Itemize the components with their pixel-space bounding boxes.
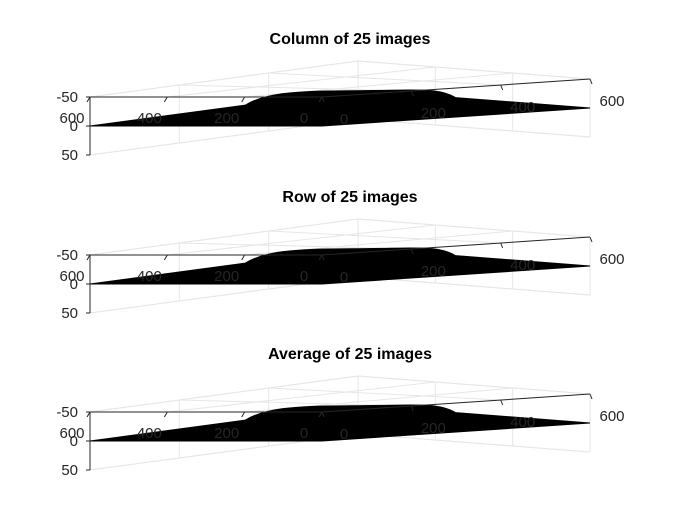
y-tick-label: 400: [137, 268, 162, 285]
x-axis-line: [321, 393, 591, 413]
y-tick-label: 0: [300, 268, 308, 285]
x-axis-line: [321, 78, 591, 98]
x-tick-label: 600: [599, 251, 624, 268]
x-tick-label: 200: [421, 263, 446, 280]
z-tick-label: 0: [70, 118, 78, 135]
x-tick-label: 400: [510, 257, 535, 274]
y-tick-label: 200: [214, 268, 239, 285]
chart-title: Average of 25 images: [268, 346, 432, 363]
z-tick-label: -50: [56, 89, 78, 106]
x-tick-label: 600: [599, 93, 624, 110]
z-tick-label: 0: [70, 433, 78, 450]
surface-mesh: [89, 404, 591, 442]
surface-mesh: [89, 89, 591, 127]
x-tick-label: 0: [340, 426, 348, 443]
chart-title: Row of 25 images: [282, 189, 417, 206]
x-tick-label: 600: [599, 408, 624, 425]
y-tick-label: 400: [137, 425, 162, 442]
z-tick-label: 50: [61, 462, 78, 479]
surface-mesh: [89, 247, 591, 285]
y-tick-label: 600: [59, 425, 84, 442]
y-tick-label: 200: [214, 110, 239, 127]
y-tick-label: 200: [214, 425, 239, 442]
z-tick-label: -50: [56, 247, 78, 264]
x-axis-line: [321, 236, 591, 256]
y-tick-label: 600: [59, 110, 84, 127]
chart-title: Column of 25 images: [270, 31, 431, 48]
z-tick-label: 0: [70, 276, 78, 293]
x-tick-label: 200: [421, 420, 446, 437]
z-tick-label: 50: [61, 305, 78, 322]
x-tick-label: 0: [340, 269, 348, 286]
y-tick-label: 600: [59, 268, 84, 285]
z-tick-label: -50: [56, 404, 78, 421]
x-tick-label: 400: [510, 414, 535, 431]
x-tick-label: 0: [340, 111, 348, 128]
x-tick-label: 200: [421, 105, 446, 122]
y-tick-label: 400: [137, 110, 162, 127]
z-tick-label: 50: [61, 147, 78, 164]
x-tick-label: 400: [510, 99, 535, 116]
y-tick-label: 0: [300, 110, 308, 127]
y-tick-label: 0: [300, 425, 308, 442]
